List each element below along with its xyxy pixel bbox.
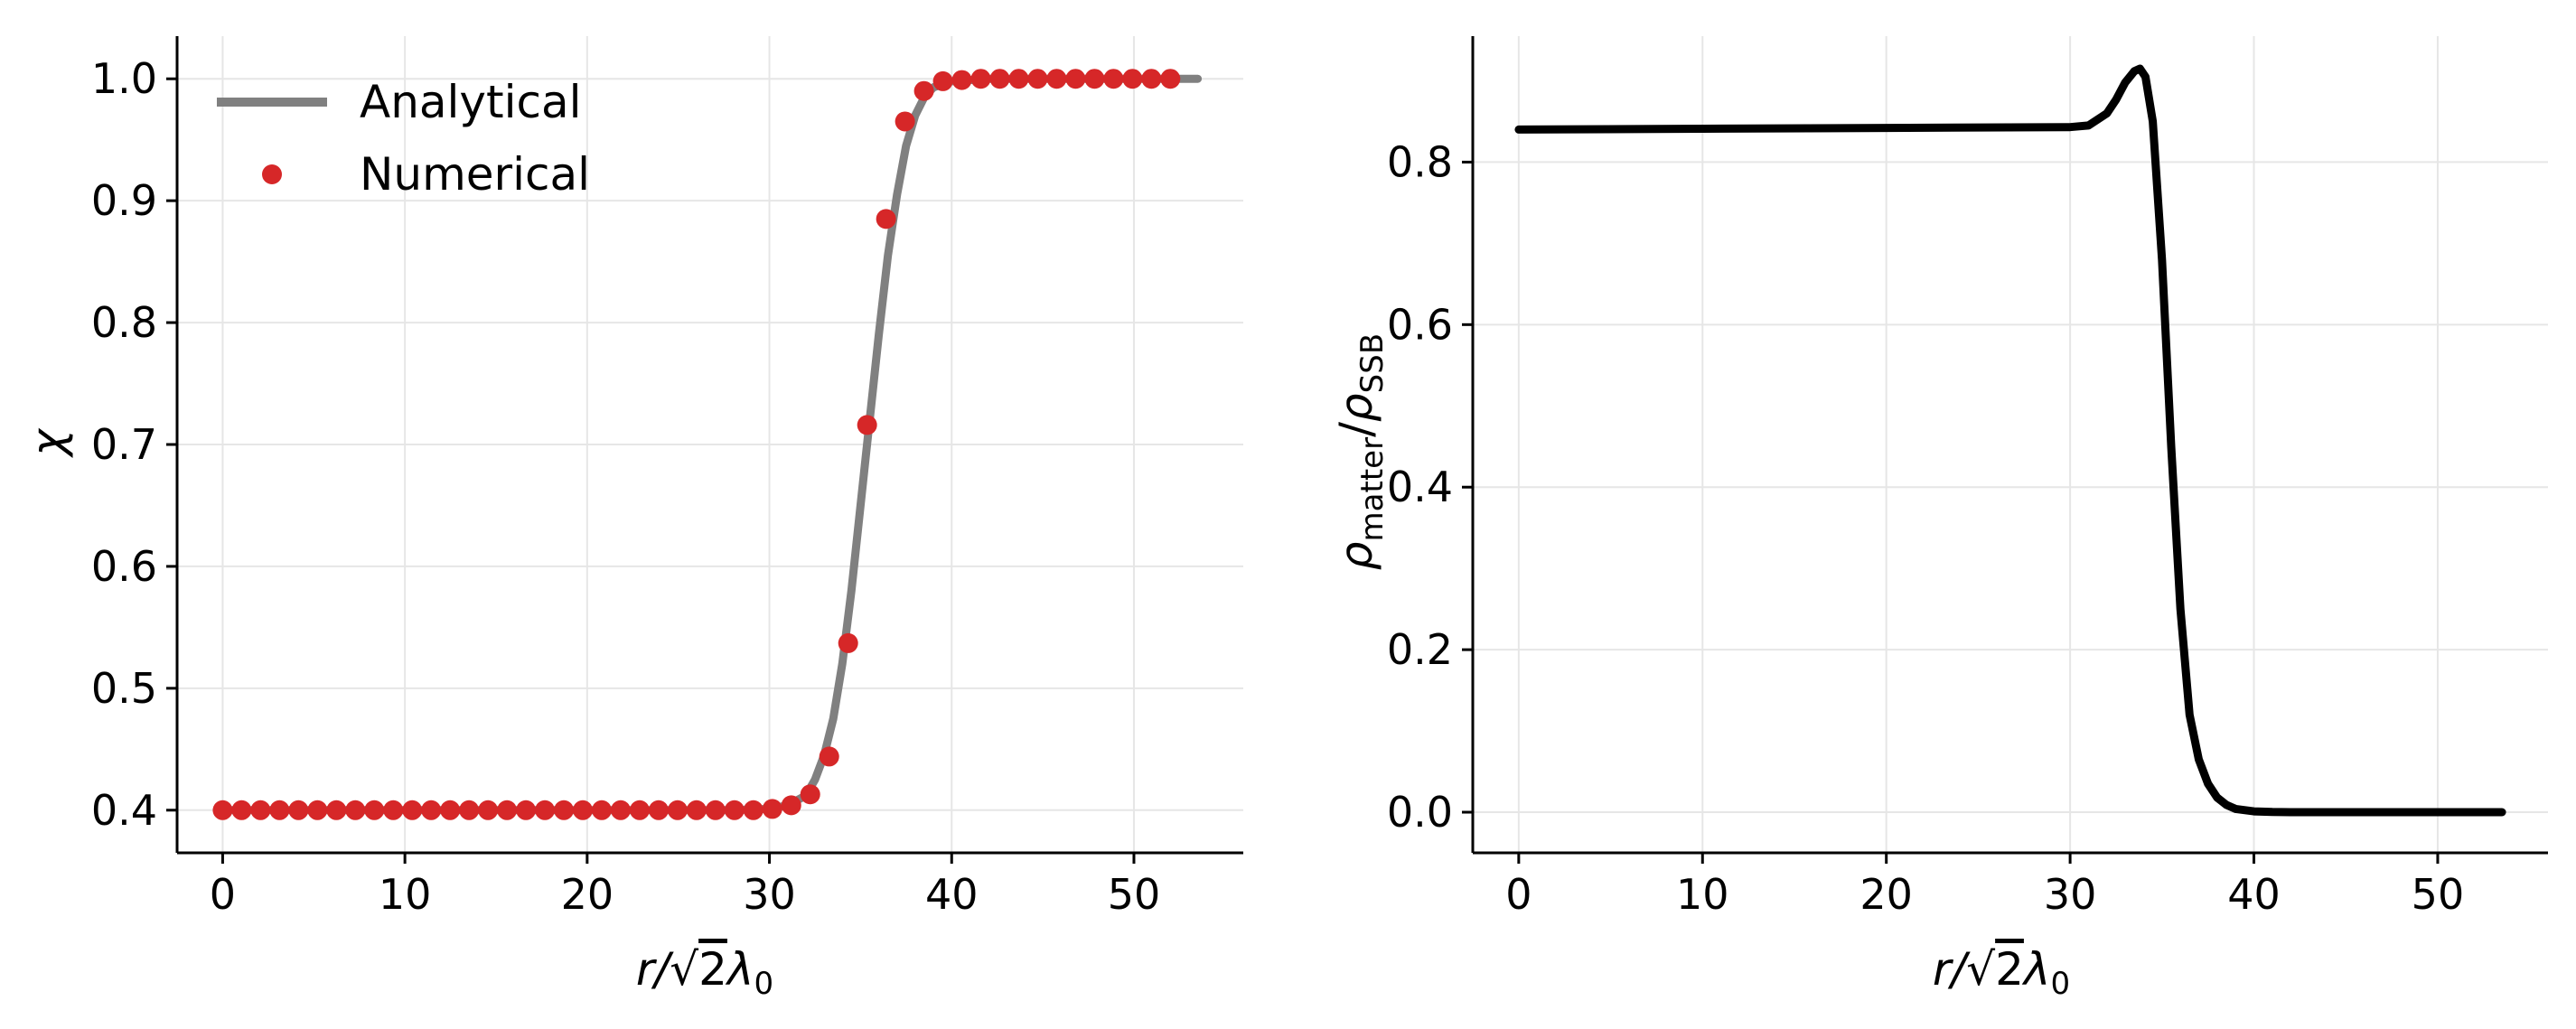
legend-numerical-label: Numerical <box>360 148 590 201</box>
data-point <box>383 800 404 820</box>
x-tick-label: 10 <box>1676 870 1729 919</box>
data-point <box>629 800 650 820</box>
data-point <box>591 800 612 820</box>
data-point <box>819 746 839 767</box>
y-tick-label: 0.6 <box>91 542 157 591</box>
data-point <box>307 800 328 820</box>
y-tick-label: 1.0 <box>91 54 157 103</box>
chi-y-axis-label: χ <box>22 427 74 459</box>
density-ticks: 0 10 20 30 40 50 0.0 0.2 0.4 0.6 0.8 <box>1387 137 2464 919</box>
data-point <box>781 795 801 816</box>
y-tick-label: 0.8 <box>91 298 157 347</box>
x-tick-label: 30 <box>743 870 796 919</box>
data-point <box>345 800 366 820</box>
data-point <box>1103 69 1124 89</box>
data-point <box>705 800 726 820</box>
data-point <box>610 800 631 820</box>
data-point <box>1065 69 1086 89</box>
data-point <box>913 80 934 101</box>
data-point <box>762 799 782 819</box>
y-tick-label: 0.4 <box>91 786 157 835</box>
density-axes <box>1471 36 2548 855</box>
density-chart: 0 10 20 30 40 50 0.0 0.2 0.4 0.6 0.8 r/√2λ0 ρmatte… <box>1330 36 2548 1002</box>
y-tick-label: 0.8 <box>1387 137 1453 186</box>
data-point <box>1027 69 1048 89</box>
data-point <box>1122 69 1143 89</box>
data-point <box>800 784 820 805</box>
data-point <box>402 800 423 820</box>
data-point <box>288 800 309 820</box>
data-point <box>535 800 556 820</box>
x-tick-label: 30 <box>2044 870 2097 919</box>
data-point <box>478 800 499 820</box>
density-series <box>1514 64 2506 817</box>
density-grid <box>1473 36 2548 853</box>
data-point <box>1160 69 1181 89</box>
series-line <box>1514 64 2506 817</box>
data-point <box>269 800 290 820</box>
chi-grid <box>177 36 1243 853</box>
y-tick-label: 0.0 <box>1387 788 1453 837</box>
y-tick-label: 0.4 <box>1387 463 1453 511</box>
y-tick-label: 0.9 <box>91 176 157 225</box>
x-tick-label: 20 <box>1859 870 1913 919</box>
data-point <box>686 800 707 820</box>
data-point <box>421 800 442 820</box>
data-point <box>231 800 252 820</box>
data-point <box>970 69 991 89</box>
x-tick-label: 50 <box>2412 870 2465 919</box>
data-point <box>932 70 953 91</box>
chi-chart: 0 10 20 30 40 500.40.50.60.70.80.91.0 r/√2λ0 … <box>22 36 1243 1002</box>
data-point <box>1084 69 1105 89</box>
y-tick-label: 0.2 <box>1387 625 1453 674</box>
x-tick-label: 50 <box>1108 870 1161 919</box>
data-point <box>1046 69 1067 89</box>
chi-x-axis-label: r/√2λ0 <box>636 943 773 1002</box>
density-x-axis-label: r/√2λ0 <box>1933 943 2070 1002</box>
data-point <box>326 800 347 820</box>
data-point <box>459 800 480 820</box>
data-point <box>1141 69 1162 89</box>
data-point <box>1008 69 1029 89</box>
data-point <box>895 111 915 132</box>
data-point <box>250 800 271 820</box>
legend-analytical-label: Analytical <box>360 76 582 128</box>
data-point <box>497 800 518 820</box>
data-point <box>440 800 461 820</box>
data-point <box>951 70 972 90</box>
data-point <box>876 209 896 229</box>
x-tick-label: 40 <box>925 870 979 919</box>
x-tick-label: 0 <box>1505 870 1532 919</box>
x-tick-label: 10 <box>379 870 432 919</box>
data-point <box>573 800 594 820</box>
y-tick-label: 0.6 <box>1387 300 1453 349</box>
legend-numerical-swatch <box>262 164 282 184</box>
y-tick-label: 0.5 <box>91 664 157 713</box>
data-point <box>554 800 575 820</box>
data-point <box>667 800 688 820</box>
data-point <box>857 415 877 435</box>
data-point <box>516 800 537 820</box>
data-point <box>648 800 669 820</box>
chi-ticks: 0 10 20 30 40 50 0.4 0.5 0.6 0.7 0.8 0.9 1.0 <box>91 54 1160 919</box>
x-tick-label: 40 <box>2227 870 2281 919</box>
data-point <box>364 800 385 820</box>
data-point <box>989 69 1010 89</box>
data-point <box>838 632 858 653</box>
x-tick-label: 0 <box>210 870 236 919</box>
data-point <box>743 800 763 820</box>
density-y-axis-label: ρmatter/ρSSB <box>1330 333 1391 570</box>
y-tick-label: 0.7 <box>91 420 157 469</box>
chi-legend: Analytical Numerical <box>217 76 590 201</box>
chi-series <box>212 69 1203 820</box>
data-point <box>724 800 745 820</box>
x-tick-label: 20 <box>561 870 614 919</box>
data-point <box>212 800 233 820</box>
